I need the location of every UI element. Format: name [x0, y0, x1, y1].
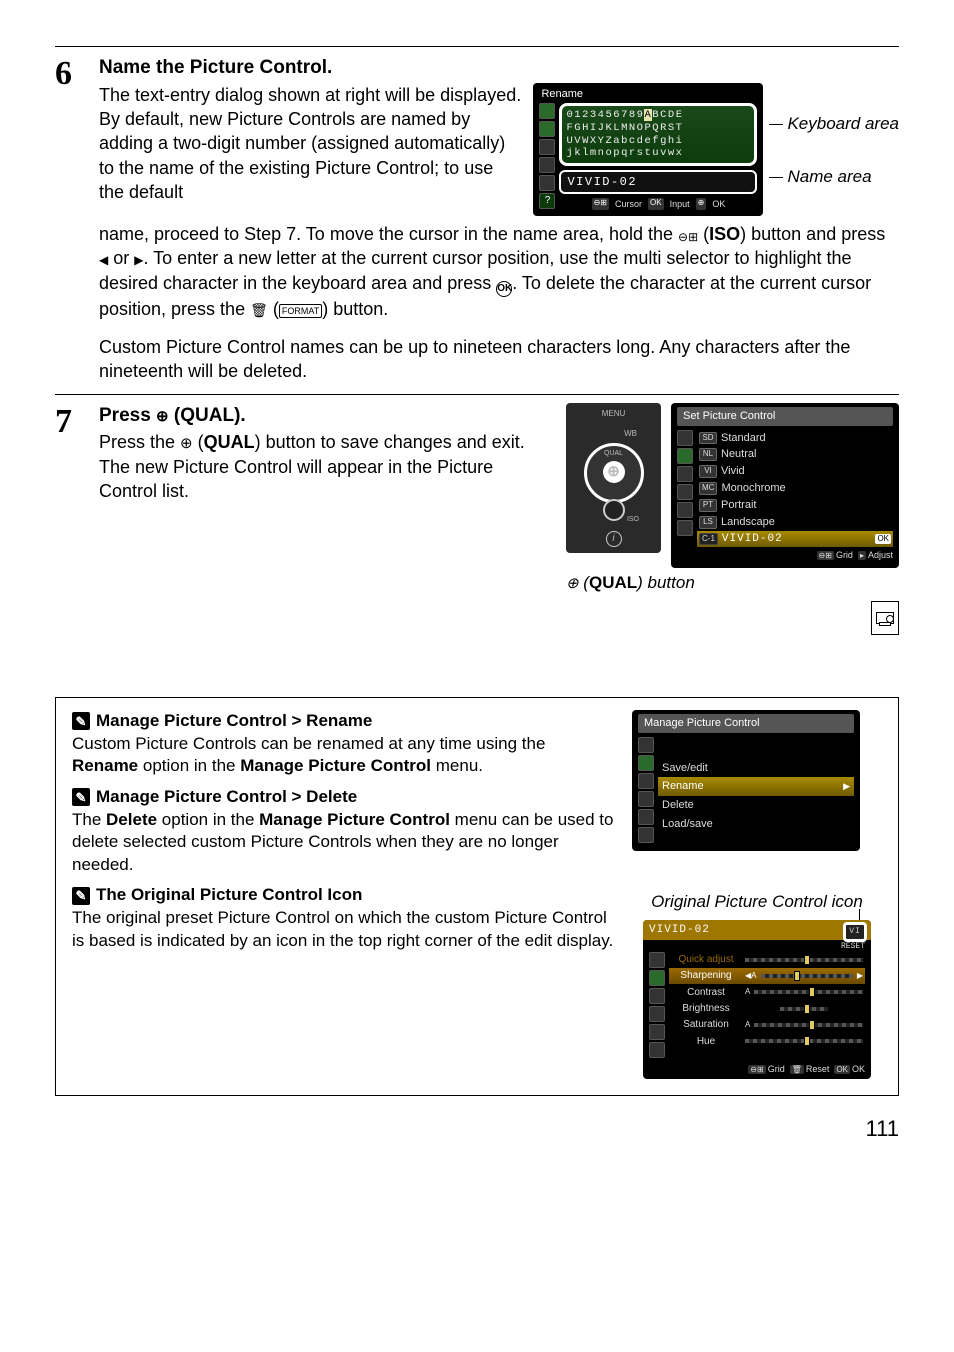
note-rename-heading: ✎ Manage Picture Control > Rename	[72, 710, 616, 733]
name-area: VIVID-02	[559, 170, 757, 194]
info-button-icon: i	[606, 531, 622, 547]
step-7: 7 Press (QUAL). Press the (QUAL) button …	[55, 403, 899, 595]
edit-row-contrast: ContrastA	[669, 984, 865, 1000]
step-7-para: Press the (QUAL) button to save changes …	[99, 430, 554, 503]
manage-pc-screen: Manage Picture Control Save/edit Rename▶	[632, 710, 860, 851]
trash-icon	[250, 299, 268, 319]
edit-row-saturation: SaturationA	[669, 1017, 865, 1033]
notes-box: ✎ Manage Picture Control > Rename Custom…	[55, 697, 899, 1096]
step-6-number: 6	[55, 55, 99, 91]
edit-row-hue: Hue	[669, 1033, 865, 1049]
page-number: 111	[55, 1114, 899, 1144]
annot-namearea: Name area	[787, 166, 871, 189]
format-icon: FORMAT	[279, 304, 322, 318]
mpc-item-loadsave: Load/save	[658, 815, 854, 834]
camera-section-icon	[871, 601, 899, 635]
zoom-in-icon	[156, 405, 169, 426]
original-pc-icon: VI	[843, 922, 867, 942]
note-delete-text: The Delete option in the Manage Picture …	[72, 809, 616, 877]
note-original-heading: ✎ The Original Picture Control Icon	[72, 884, 616, 907]
zoom-in-icon	[566, 573, 579, 592]
spc-selected-row: C-1VIVID-02OK	[697, 531, 893, 548]
edit-row-brightness: Brightness	[669, 1000, 865, 1016]
edit-head: VIVID-02 VI RESET	[643, 920, 871, 940]
rename-footer: ⊖⊞Cursor OKInput ⊕OK	[559, 198, 757, 210]
pencil-icon: ✎	[72, 788, 90, 806]
step-7-number: 7	[55, 403, 99, 439]
note-original-text: The original preset Picture Control on w…	[72, 907, 616, 952]
edit-side-tabs	[649, 952, 665, 1058]
step-6-title: Name the Picture Control.	[99, 55, 899, 81]
edit-row-quickadjust: Quick adjust	[669, 952, 865, 968]
qual-button-caption: (QUAL) button	[566, 572, 899, 595]
iso-dial	[603, 499, 625, 521]
spc-side-tabs	[677, 430, 693, 548]
mpc-item-saveedit: Save/edit	[658, 759, 854, 778]
original-icon-caption: Original Picture Control icon	[632, 891, 882, 914]
mpc-side-tabs	[638, 737, 654, 848]
pencil-icon: ✎	[72, 712, 90, 730]
rename-side-tabs: ?	[539, 103, 555, 210]
zoom-out-icon: ⊖⊞	[678, 229, 698, 245]
step-6-para-a: The text-entry dialog shown at right wil…	[99, 83, 521, 217]
edit-display-screen: VIVID-02 VI RESET	[643, 920, 871, 1080]
rename-title: Rename	[541, 87, 757, 102]
ok-icon: OK	[496, 281, 512, 297]
mpc-item-rename: Rename▶	[658, 777, 854, 796]
pencil-icon: ✎	[72, 887, 90, 905]
annot-keyboard: Keyboard area	[787, 113, 899, 136]
mpc-item-delete: Delete	[658, 796, 854, 815]
notes-right-column: Manage Picture Control Save/edit Rename▶	[632, 710, 882, 1079]
edit-footer: ⊖⊞Grid 🗑Reset OKOK	[643, 1062, 871, 1080]
mpc-title: Manage Picture Control	[638, 714, 854, 733]
zoom-in-icon	[180, 432, 193, 452]
spc-footer: ⊖⊞Grid ▸Adjust	[677, 549, 893, 562]
note-delete-heading: ✎ Manage Picture Control > Delete	[72, 786, 616, 809]
step-7-title: Press (QUAL).	[99, 403, 554, 429]
note-rename-text: Custom Picture Controls can be renamed a…	[72, 733, 616, 778]
keyboard-area: 0123456789ABCDE FGHIJKLMNOPQRST UVWXYZab…	[559, 103, 757, 165]
step-6-para-c: Custom Picture Control names can be up t…	[99, 335, 899, 384]
rename-annotations: Keyboard area Name area	[769, 83, 899, 189]
zoom-in-button-icon: ⊕	[603, 461, 625, 483]
spc-title: Set Picture Control	[677, 407, 893, 426]
step-6-para-b: name, proceed to Step 7. To move the cur…	[99, 222, 899, 321]
spc-list: SDStandard NLNeutral VIVivid MCMonochrom…	[697, 430, 893, 548]
step-7-figure: MENU WB QUAL ⊕ ISO i Set Picture Control	[566, 403, 899, 595]
step-6: 6 Name the Picture Control. The text-ent…	[55, 55, 899, 216]
arrow-left-icon	[99, 248, 108, 268]
set-picture-control-screen: Set Picture Control SDSt	[671, 403, 899, 569]
edit-row-sharpening: Sharpening◀A▶	[669, 968, 865, 984]
camera-control-pad: MENU WB QUAL ⊕ ISO i	[566, 403, 661, 553]
rename-dialog: Rename ?	[533, 83, 763, 217]
step-6-figure: Rename ?	[533, 83, 899, 217]
